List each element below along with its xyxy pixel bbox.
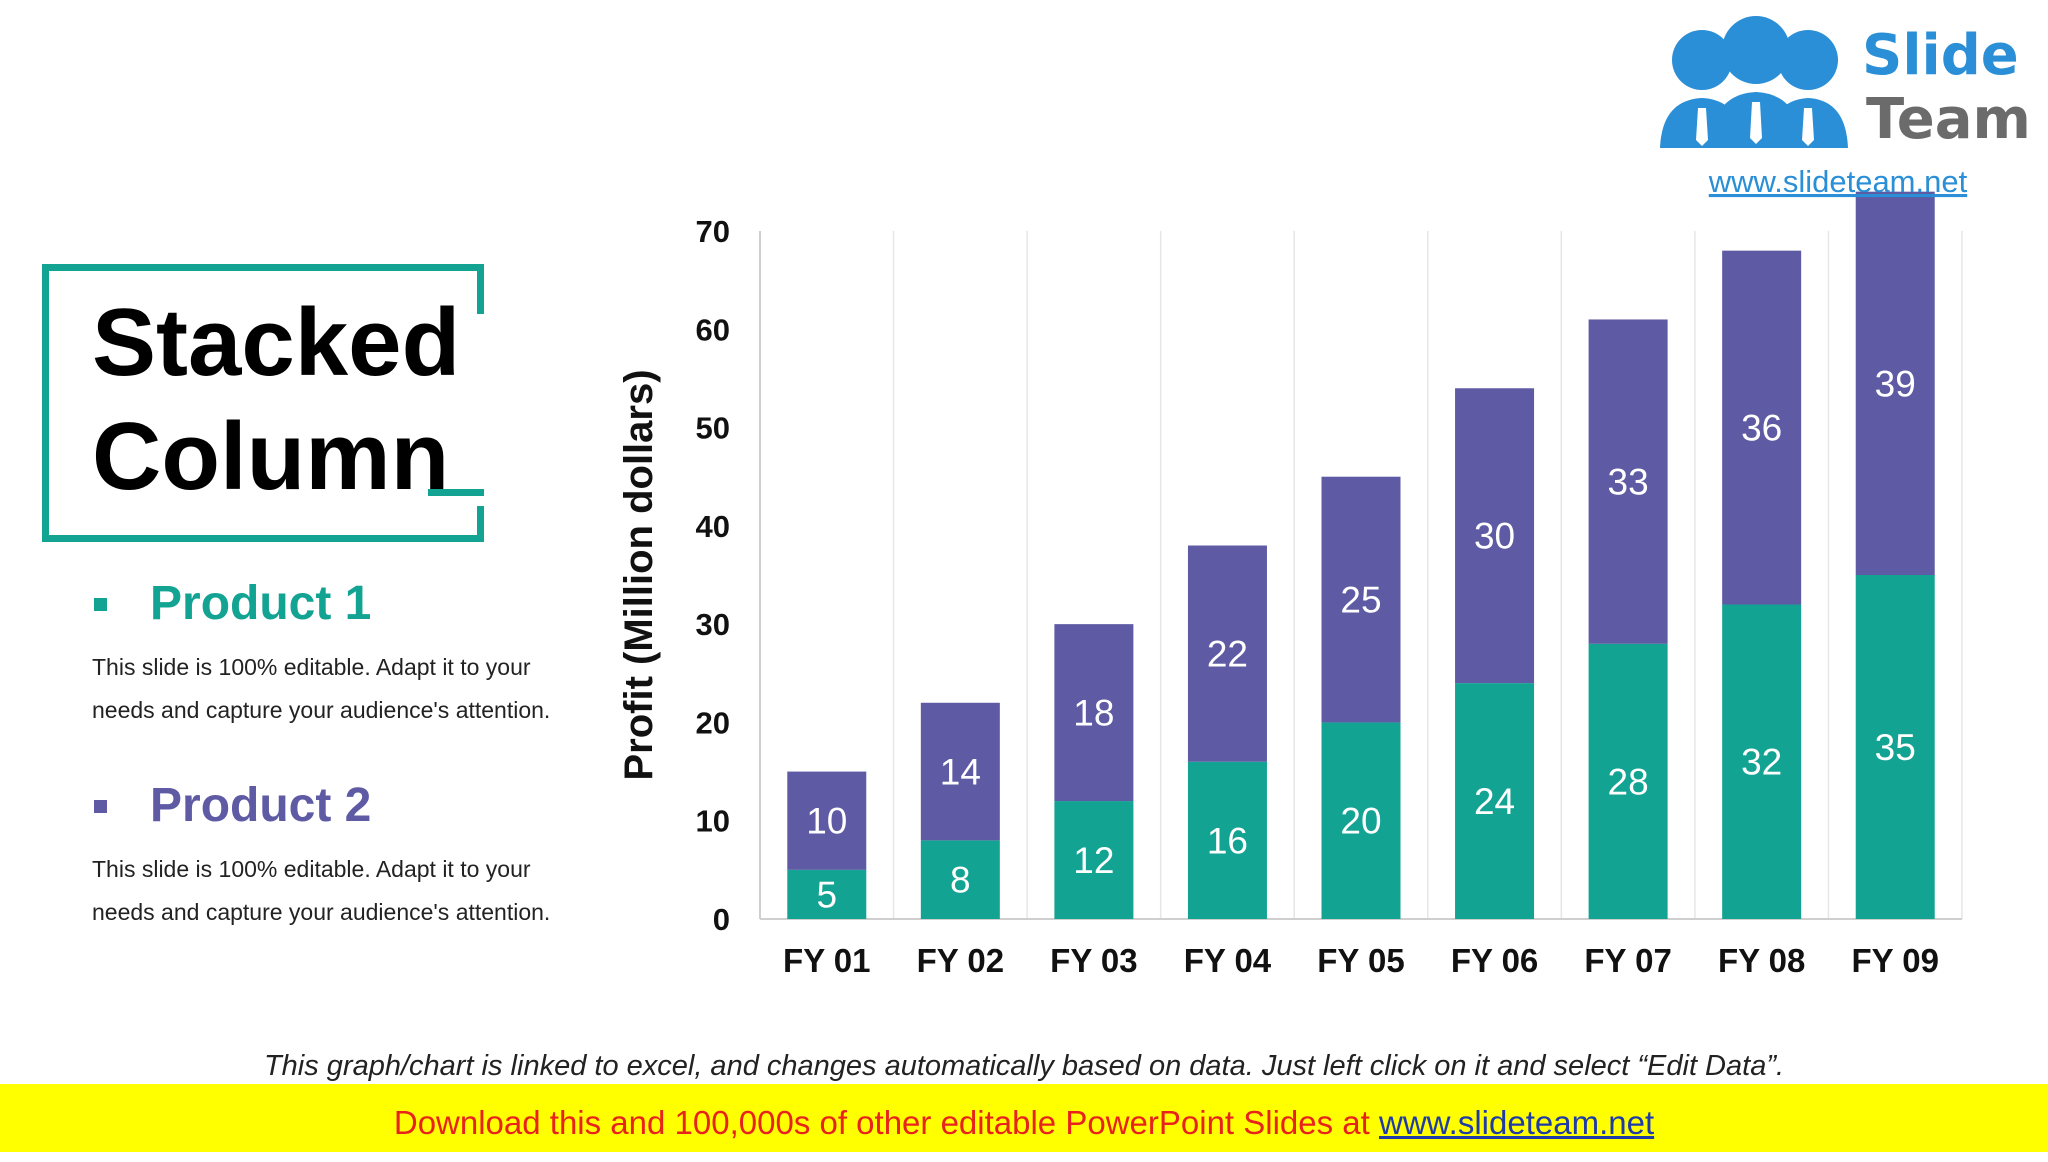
bar-product-2 [1187, 545, 1267, 762]
bar-product-2 [1855, 191, 1935, 575]
legend-product-2-heading: Product 2 [92, 778, 592, 834]
banner-link[interactable]: www.slideteam.net [1379, 1104, 1655, 1141]
data-label: 25 [1340, 580, 1381, 621]
bar-product-2 [1455, 388, 1535, 684]
download-banner: Download this and 100,000s of other edit… [0, 1084, 2048, 1152]
bar-product-1 [1054, 801, 1134, 919]
y-tick-label: 50 [696, 411, 730, 446]
logo-word-team: Team [1866, 87, 2031, 152]
data-label: 36 [1741, 408, 1782, 449]
data-label: 35 [1875, 727, 1916, 768]
bar-product-2 [1588, 319, 1668, 644]
title-frame-tab [428, 489, 484, 496]
y-tick-label: 0 [713, 902, 730, 937]
legend-product-2-description: This slide is 100% editable. Adapt it to… [92, 848, 592, 934]
logo-word-slide: Slide [1862, 23, 2019, 88]
legend-product-1-heading: Product 1 [92, 576, 592, 632]
bar-product-1 [1722, 604, 1802, 919]
x-tick-label: FY 02 [917, 942, 1004, 979]
x-tick-label: FY 05 [1317, 942, 1404, 979]
bar-product-2 [1321, 476, 1401, 723]
data-label: 20 [1340, 801, 1381, 842]
data-label: 30 [1474, 516, 1515, 557]
bar-product-2 [787, 771, 867, 870]
legend-product-2-desc-line1: This slide is 100% editable. Adapt it to… [92, 856, 531, 882]
y-tick-label: 30 [696, 607, 730, 642]
title-line-1: Stacked [92, 289, 461, 396]
title-frame-gap [476, 314, 496, 490]
legend-bullet-2 [94, 800, 107, 813]
data-label: 28 [1608, 761, 1649, 802]
bar-product-2 [920, 702, 1000, 841]
legend-product-1-description: This slide is 100% editable. Adapt it to… [92, 646, 592, 732]
people-icon: Slide Team www.slideteam.net [1660, 16, 2031, 199]
logo-url: www.slideteam.net [1708, 164, 1968, 198]
x-tick-label: FY 03 [1050, 942, 1137, 979]
y-tick-label: 20 [696, 705, 730, 740]
data-label: 8 [950, 860, 971, 901]
data-label: 18 [1073, 693, 1114, 734]
data-label: 22 [1207, 634, 1248, 675]
legend-bullet-1 [94, 598, 107, 611]
bar-product-1 [1321, 722, 1401, 919]
x-tick-label: FY 08 [1718, 942, 1805, 979]
x-tick-label: FY 09 [1851, 942, 1938, 979]
data-label: 12 [1073, 840, 1114, 881]
y-tick-label: 40 [696, 509, 730, 544]
bar-product-1 [920, 840, 1000, 919]
x-tick-label: FY 06 [1451, 942, 1538, 979]
y-tick-label: 10 [696, 804, 730, 839]
legend-product-1-desc-line2: needs and capture your audience's attent… [92, 697, 551, 723]
legend-product-1-name: Product 1 [150, 577, 372, 630]
data-label: 14 [940, 752, 981, 793]
data-label: 32 [1741, 742, 1782, 783]
bar-product-1 [1455, 683, 1535, 919]
legend-product-2-desc-line2: needs and capture your audience's attent… [92, 899, 551, 925]
y-axis-label: Profit (Million dollars) [617, 369, 661, 780]
bar-product-2 [1054, 624, 1134, 802]
y-tick-label: 60 [696, 312, 730, 347]
data-label: 39 [1875, 363, 1916, 404]
slide-title: Stacked Column [92, 286, 460, 514]
legend-product-1-desc-line1: This slide is 100% editable. Adapt it to… [92, 654, 531, 680]
y-tick-label: 70 [696, 214, 730, 249]
data-label: 24 [1474, 781, 1515, 822]
x-tick-label: FY 04 [1184, 942, 1272, 979]
bar-product-1 [1187, 761, 1267, 919]
data-label: 10 [806, 801, 847, 842]
bar-product-1 [1855, 575, 1935, 919]
bar-product-2 [1722, 250, 1802, 605]
bar-product-1 [1588, 643, 1668, 919]
title-line-2: Column [92, 403, 450, 510]
data-label: 5 [816, 874, 837, 915]
x-tick-label: FY 07 [1584, 942, 1671, 979]
data-label: 16 [1207, 820, 1248, 861]
legend-product-1: Product 1 This slide is 100% editable. A… [92, 576, 592, 732]
legend-product-2-name: Product 2 [150, 779, 372, 832]
footer-note: This graph/chart is linked to excel, and… [263, 1050, 1785, 1082]
x-tick-label: FY 01 [783, 942, 870, 979]
data-label: 33 [1608, 462, 1649, 503]
banner-text: Download this and 100,000s of other edit… [393, 1104, 1379, 1141]
slideteam-logo: Slide Team www.slideteam.net [1640, 8, 2036, 199]
legend-product-2: Product 2 This slide is 100% editable. A… [92, 778, 592, 934]
bar-product-1 [787, 869, 867, 919]
